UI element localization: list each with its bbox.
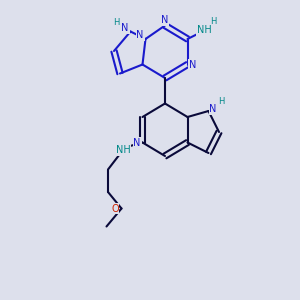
Text: NH: NH — [116, 145, 130, 155]
Text: NH: NH — [196, 25, 211, 35]
Text: N: N — [136, 30, 144, 40]
Text: H: H — [113, 18, 119, 27]
Text: H: H — [218, 98, 224, 106]
Text: N: N — [134, 137, 141, 148]
Text: N: N — [122, 23, 129, 33]
Text: N: N — [189, 59, 197, 70]
Text: N: N — [161, 15, 169, 25]
Text: O: O — [111, 203, 119, 214]
Text: H: H — [210, 16, 216, 26]
Text: N: N — [209, 104, 217, 115]
